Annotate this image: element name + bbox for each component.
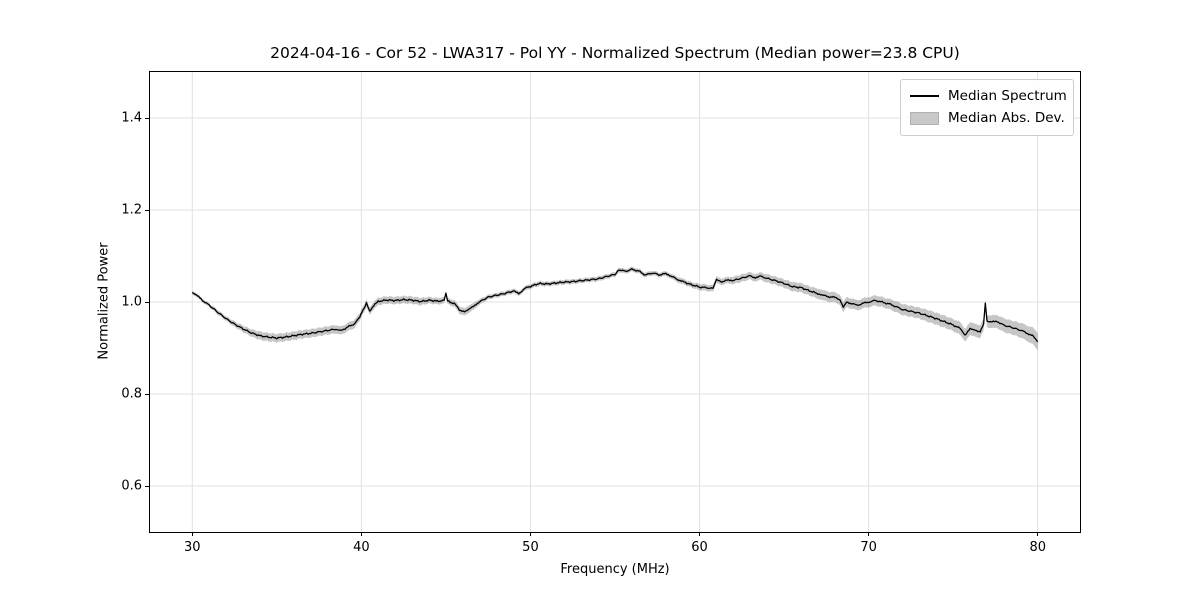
y-tick-mark — [145, 301, 149, 303]
legend: Median Spectrum Median Abs. Dev. — [900, 79, 1074, 136]
x-tick-label: 30 — [183, 540, 201, 555]
patch-swatch-icon — [910, 111, 939, 125]
y-tick-label: 0.8 — [121, 386, 142, 402]
x-tick-label: 50 — [522, 540, 539, 555]
chart-canvas — [150, 72, 1080, 532]
y-tick-mark — [145, 485, 149, 487]
x-tick-label: 80 — [1029, 540, 1046, 555]
x-tick-mark — [1037, 532, 1039, 536]
median-spectrum-line — [191, 268, 1039, 343]
chart-title: 2024-04-16 - Cor 52 - LWA317 - Pol YY - … — [270, 44, 960, 62]
x-tick-label: 70 — [860, 540, 877, 555]
y-tick-mark — [145, 209, 149, 211]
x-tick-label: 40 — [353, 540, 370, 555]
mad-band — [192, 266, 1038, 351]
x-tick-mark — [699, 532, 701, 536]
y-tick-label: 1.0 — [121, 294, 142, 310]
y-tick-label: 1.2 — [121, 202, 142, 218]
plot-area — [149, 71, 1081, 533]
x-tick-mark — [191, 532, 193, 536]
y-tick-mark — [145, 393, 149, 395]
y-axis-label: Normalized Power — [96, 242, 112, 360]
x-tick-mark — [868, 532, 870, 536]
x-tick-label: 60 — [691, 540, 708, 555]
legend-label: Median Spectrum — [948, 88, 1067, 104]
legend-item-median-spectrum: Median Spectrum — [910, 85, 1067, 107]
y-tick-mark — [145, 117, 149, 119]
y-tick-label: 0.6 — [121, 478, 142, 494]
x-tick-mark — [360, 532, 362, 536]
x-axis-label: Frequency (MHz) — [560, 562, 670, 577]
legend-item-median-abs-dev: Median Abs. Dev. — [910, 107, 1065, 129]
gridlines — [150, 72, 1080, 532]
x-tick-mark — [529, 532, 531, 536]
legend-label: Median Abs. Dev. — [948, 110, 1065, 126]
y-tick-label: 1.4 — [121, 110, 142, 126]
line-swatch-icon — [910, 94, 939, 98]
